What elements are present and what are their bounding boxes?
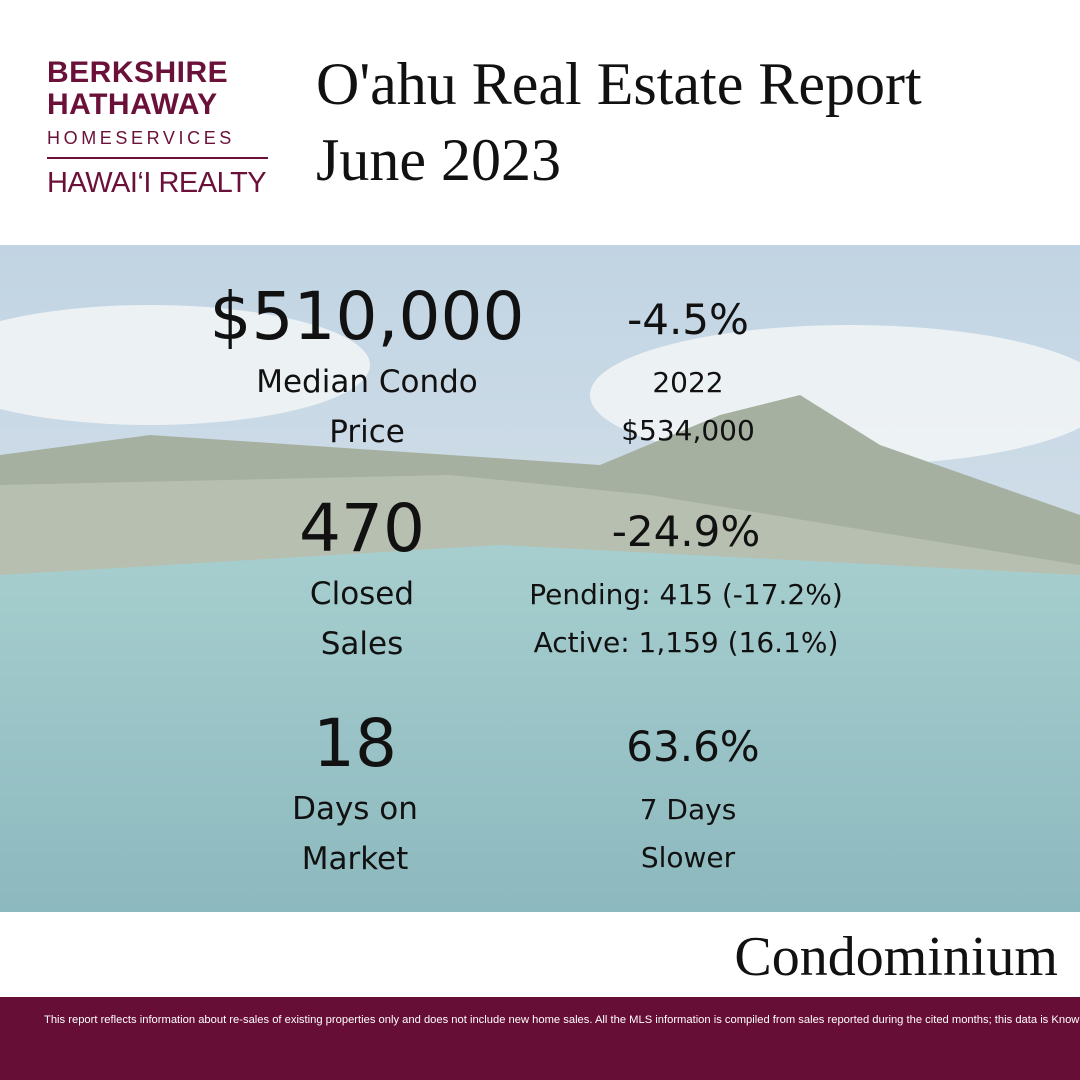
stat-value: $510,000 (209, 278, 525, 355)
title: June 2023 (316, 127, 561, 193)
stat-detail: $534,000 (621, 414, 755, 447)
stat-detail: Pending: 415 (-17.2%) (529, 578, 843, 611)
logo-line: HOMESERVICES (47, 128, 235, 148)
logo-divider (47, 157, 268, 159)
stat-label: Days on (292, 791, 418, 827)
stat-change: -24.9% (611, 507, 761, 556)
logo-line: BERKSHIRE (47, 56, 229, 89)
stat-label: Sales (320, 626, 404, 662)
stat-detail: 7 Days (639, 793, 737, 826)
stat-detail: 2022 (652, 366, 724, 399)
stat-label: Closed (309, 576, 415, 612)
stat-value: 18 (313, 705, 397, 782)
logo-line: HATHAWAY (47, 88, 218, 121)
background-photo (0, 245, 1080, 912)
stat-detail: Slower (640, 841, 736, 874)
disclaimer: This report reflects information about r… (44, 1014, 1080, 1026)
property-type: Condominium (734, 926, 1058, 988)
stat-label: Median Condo (256, 364, 478, 400)
stat-label: Market (301, 841, 409, 877)
stat-value: 470 (299, 490, 425, 567)
stat-detail: Active: 1,159 (16.1%) (533, 626, 839, 659)
stat-label: Price (329, 414, 405, 450)
stat-change: -4.5% (627, 295, 749, 344)
logo-line: HAWAI‘I REALTY (47, 167, 267, 199)
title: O'ahu Real Estate Report (316, 51, 922, 117)
stat-change: 63.6% (626, 722, 760, 771)
footer: This report reflects information about r… (0, 997, 1080, 1080)
